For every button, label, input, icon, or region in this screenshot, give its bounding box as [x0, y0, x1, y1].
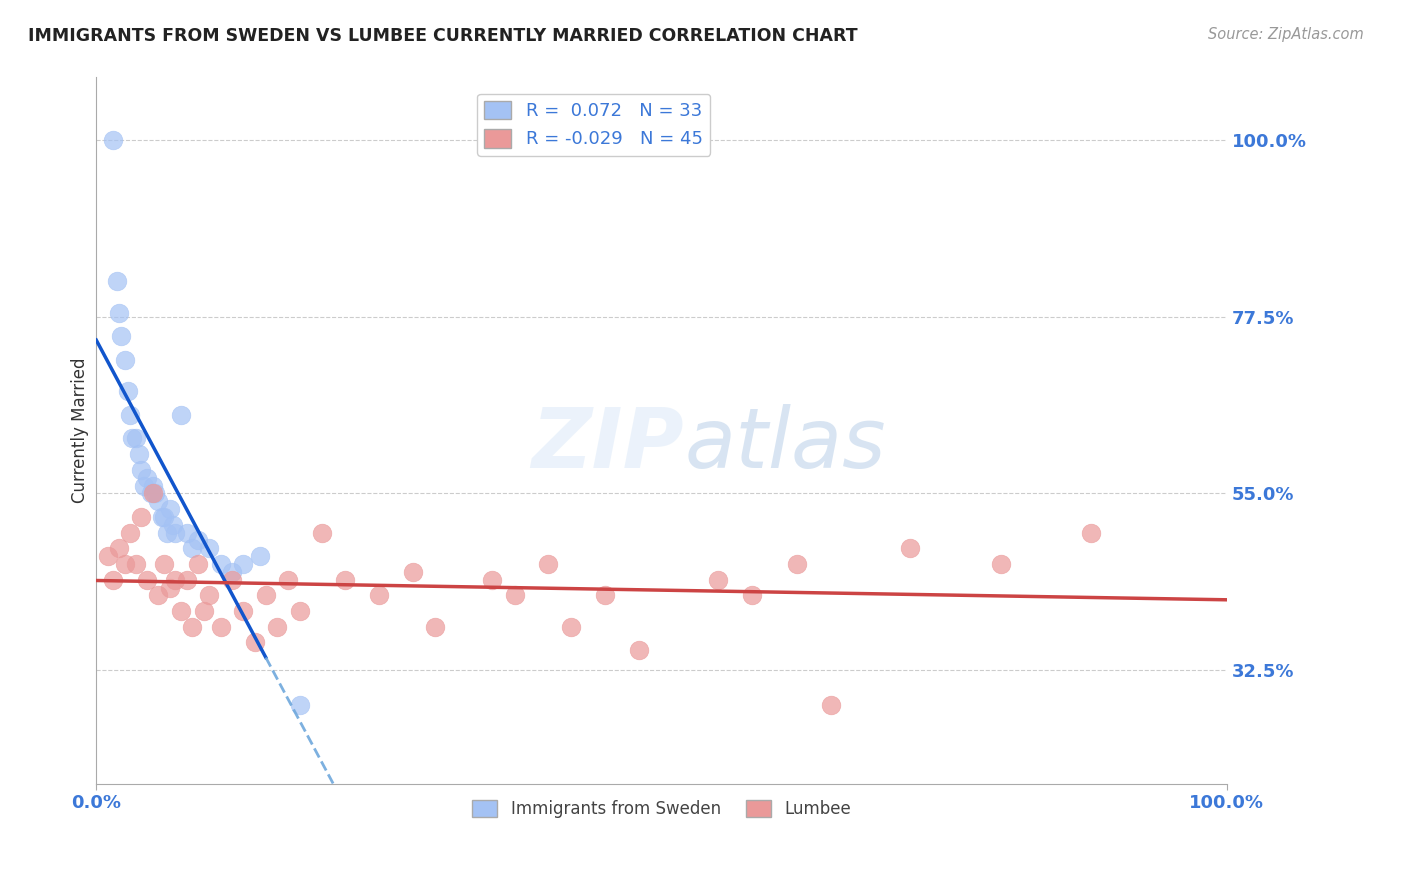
Point [103, 573, 125, 587]
Point [153, 557, 176, 571]
Point [143, 486, 166, 500]
Text: IMMIGRANTS FROM SWEDEN VS LUMBEE CURRENTLY MARRIED CORRELATION CHART: IMMIGRANTS FROM SWEDEN VS LUMBEE CURRENT… [28, 27, 858, 45]
Point [209, 620, 232, 634]
Point [277, 573, 299, 587]
Point [136, 471, 159, 485]
Point [165, 525, 187, 540]
Point [176, 573, 198, 587]
Point [142, 486, 165, 500]
Point [367, 588, 389, 602]
Point [142, 478, 165, 492]
Point [120, 525, 142, 540]
Point [120, 408, 142, 422]
Point [153, 509, 176, 524]
Point [96, 549, 118, 563]
Point [288, 604, 311, 618]
Point [128, 447, 150, 461]
Point [560, 620, 582, 634]
Point [481, 573, 503, 587]
Point [162, 517, 184, 532]
Point [254, 588, 277, 602]
Point [1080, 525, 1102, 540]
Point [181, 620, 204, 634]
Point [136, 573, 159, 587]
Point [156, 525, 179, 540]
Point [139, 486, 162, 500]
Point [288, 698, 311, 713]
Point [593, 588, 616, 602]
Point [132, 478, 155, 492]
Point [627, 643, 650, 657]
Point [131, 463, 153, 477]
Point [198, 541, 221, 556]
Point [117, 384, 139, 399]
Point [105, 275, 128, 289]
Point [148, 494, 170, 508]
Point [181, 541, 204, 556]
Text: ZIP: ZIP [531, 404, 685, 485]
Point [198, 588, 221, 602]
Point [131, 509, 153, 524]
Point [103, 133, 125, 147]
Point [243, 635, 266, 649]
Point [193, 604, 215, 618]
Point [108, 306, 131, 320]
Point [311, 525, 333, 540]
Point [125, 557, 148, 571]
Point [108, 541, 131, 556]
Point [125, 432, 148, 446]
Point [176, 525, 198, 540]
Point [333, 573, 356, 587]
Point [209, 557, 232, 571]
Point [110, 329, 132, 343]
Point [425, 620, 447, 634]
Point [537, 557, 560, 571]
Point [707, 573, 730, 587]
Point [159, 502, 181, 516]
Text: Source: ZipAtlas.com: Source: ZipAtlas.com [1208, 27, 1364, 42]
Point [820, 698, 842, 713]
Point [232, 557, 254, 571]
Point [150, 509, 173, 524]
Point [741, 588, 763, 602]
Point [898, 541, 921, 556]
Point [170, 604, 193, 618]
Point [165, 573, 187, 587]
Point [221, 565, 243, 579]
Y-axis label: Currently Married: Currently Married [72, 358, 90, 503]
Point [990, 557, 1012, 571]
Point [402, 565, 425, 579]
Point [503, 588, 526, 602]
Legend: Immigrants from Sweden, Lumbee: Immigrants from Sweden, Lumbee [465, 793, 858, 825]
Point [786, 557, 808, 571]
Point [159, 581, 181, 595]
Point [170, 408, 193, 422]
Point [187, 533, 209, 548]
Point [114, 353, 136, 368]
Point [114, 557, 136, 571]
Point [187, 557, 209, 571]
Text: atlas: atlas [685, 404, 886, 485]
Point [232, 604, 254, 618]
Point [266, 620, 288, 634]
Point [221, 573, 243, 587]
Point [249, 549, 271, 563]
Point [121, 432, 143, 446]
Point [148, 588, 170, 602]
